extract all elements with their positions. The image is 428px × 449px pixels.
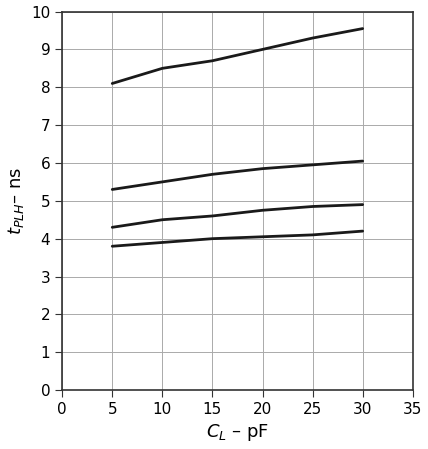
- X-axis label: $C_L$ – pF: $C_L$ – pF: [206, 423, 269, 444]
- Y-axis label: $t_{PLH}$– ns: $t_{PLH}$– ns: [6, 167, 26, 235]
